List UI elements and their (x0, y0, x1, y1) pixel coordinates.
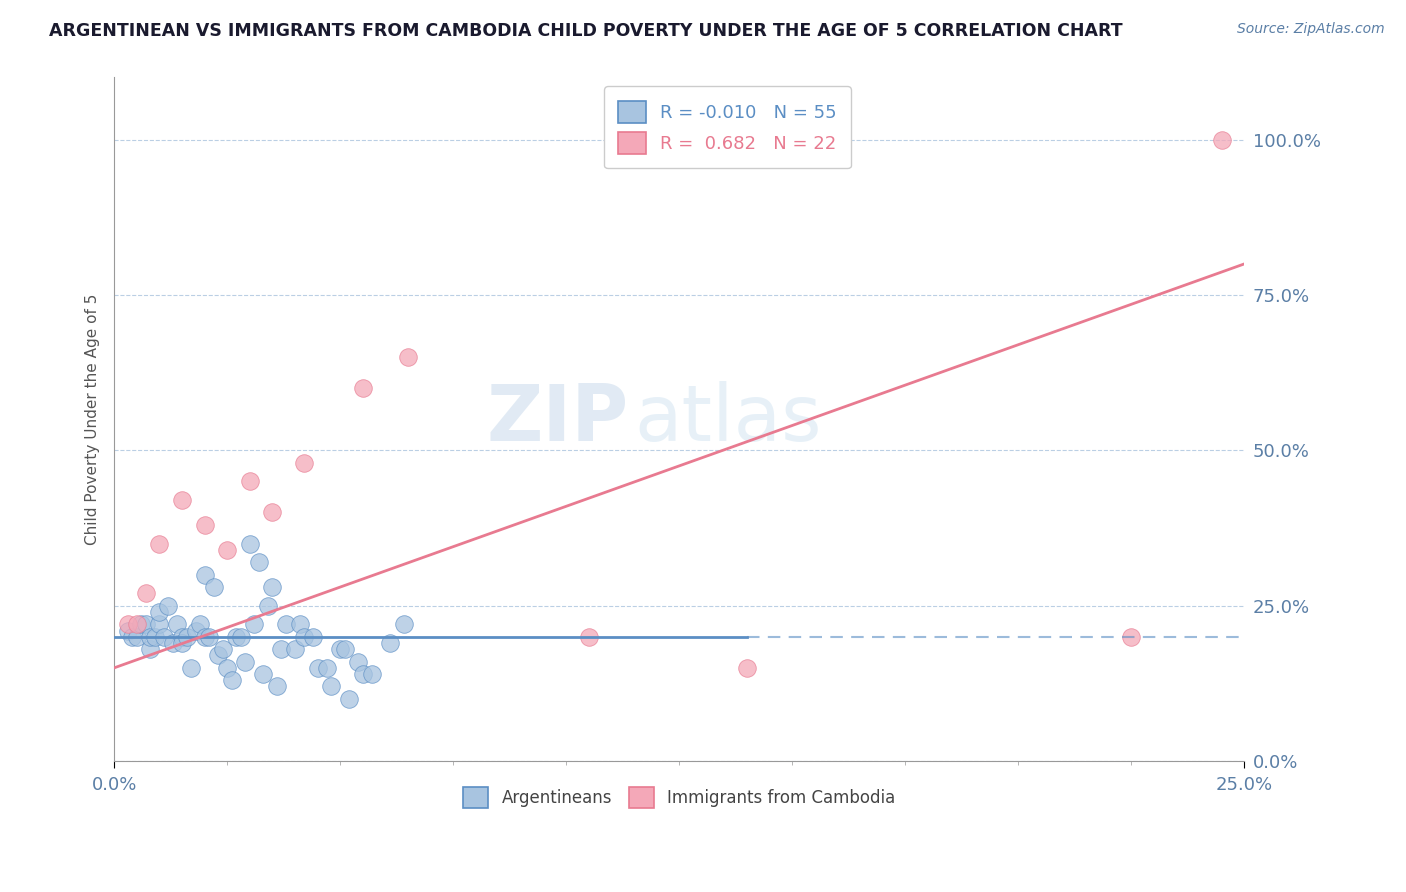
Point (184, 624, 207, 638)
Point (207, 648, 229, 663)
Point (148, 536, 170, 550)
Point (148, 617, 170, 632)
Y-axis label: Child Poverty Under the Age of 5: Child Poverty Under the Age of 5 (86, 293, 100, 545)
Point (347, 655, 370, 669)
Point (333, 642, 356, 657)
Point (302, 630, 325, 644)
Text: ZIP: ZIP (486, 381, 628, 458)
Point (1211, 132, 1233, 146)
Point (180, 661, 202, 675)
Point (392, 617, 415, 632)
Point (166, 617, 188, 632)
Point (270, 642, 292, 657)
Point (157, 599, 180, 613)
Point (125, 630, 148, 644)
Text: atlas: atlas (634, 381, 821, 458)
Point (148, 605, 170, 619)
Point (578, 630, 600, 644)
Point (188, 617, 211, 632)
Point (162, 636, 184, 650)
Point (217, 661, 239, 675)
Text: Source: ZipAtlas.com: Source: ZipAtlas.com (1237, 22, 1385, 37)
Point (153, 630, 176, 644)
Point (284, 642, 307, 657)
Point (229, 630, 252, 644)
Point (735, 661, 758, 675)
Point (202, 580, 225, 594)
Point (292, 456, 315, 470)
Point (337, 692, 360, 706)
Point (307, 661, 329, 675)
Point (194, 567, 217, 582)
Point (176, 630, 198, 644)
Point (315, 661, 337, 675)
Point (217, 542, 239, 557)
Point (262, 506, 284, 520)
Point (352, 667, 374, 681)
Point (1121, 630, 1143, 644)
Legend: Argentineans, Immigrants from Cambodia: Argentineans, Immigrants from Cambodia (457, 780, 903, 814)
Point (396, 350, 419, 364)
Point (292, 630, 315, 644)
Point (143, 630, 166, 644)
Point (266, 680, 288, 694)
Point (360, 667, 382, 681)
Point (170, 493, 193, 508)
Point (243, 617, 266, 632)
Point (139, 642, 162, 657)
Point (221, 673, 243, 688)
Point (239, 475, 262, 489)
Point (329, 642, 352, 657)
Point (194, 517, 217, 532)
Point (233, 655, 256, 669)
Point (225, 630, 247, 644)
Point (131, 617, 153, 632)
Point (211, 642, 233, 657)
Point (198, 630, 221, 644)
Point (121, 630, 143, 644)
Point (194, 630, 217, 644)
Point (139, 630, 162, 644)
Point (352, 381, 374, 395)
Text: ARGENTINEAN VS IMMIGRANTS FROM CAMBODIA CHILD POVERTY UNDER THE AGE OF 5 CORRELA: ARGENTINEAN VS IMMIGRANTS FROM CAMBODIA … (49, 22, 1123, 40)
Point (239, 536, 262, 550)
Point (252, 667, 274, 681)
Point (288, 617, 311, 632)
Point (117, 624, 139, 638)
Point (262, 580, 284, 594)
Point (135, 586, 157, 600)
Point (274, 617, 297, 632)
Point (378, 636, 401, 650)
Point (135, 617, 157, 632)
Point (170, 630, 193, 644)
Point (321, 680, 343, 694)
Point (170, 636, 193, 650)
Point (117, 617, 139, 632)
Point (257, 599, 280, 613)
Point (247, 555, 270, 569)
Point (125, 617, 148, 632)
